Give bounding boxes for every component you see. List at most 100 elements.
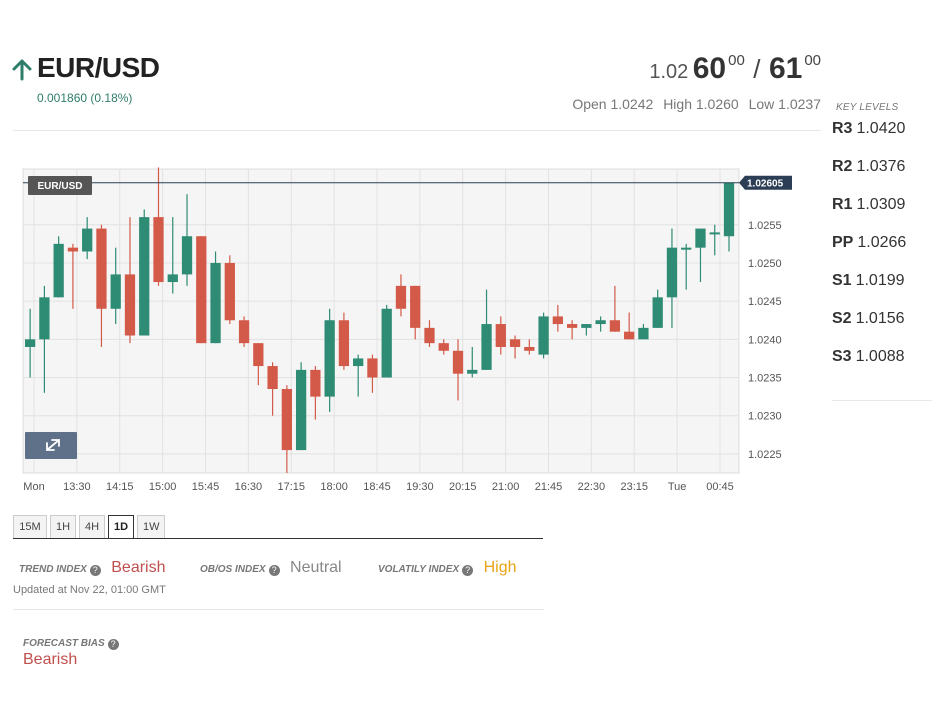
x-tick-label: 17:15 — [277, 481, 305, 493]
tab-1d[interactable]: 1D — [108, 515, 134, 539]
candle-body — [638, 327, 649, 340]
candle — [153, 167, 164, 286]
candle — [552, 304, 563, 332]
x-tick-label: Tue — [668, 481, 687, 493]
candle — [267, 362, 278, 416]
y-tick-label: 1.0250 — [748, 258, 782, 270]
high-value: High 1.0260 — [663, 96, 739, 112]
volatility-index-label: VOLATILY INDEX — [378, 564, 460, 575]
tab-15m[interactable]: 15M — [13, 515, 47, 539]
index-divider — [13, 609, 544, 610]
x-tick-label: 16:30 — [235, 481, 263, 493]
candle — [324, 308, 335, 412]
candle — [538, 312, 549, 359]
help-icon[interactable]: ? — [107, 639, 119, 650]
candle — [723, 182, 735, 252]
key-level-value: 1.0376 — [856, 158, 906, 175]
candle — [39, 285, 50, 393]
candle-body — [524, 346, 535, 351]
x-tick-label: 00:45 — [706, 481, 734, 493]
candles-layer — [24, 167, 735, 473]
price-change: 0.001860 (0.18%) — [37, 91, 133, 105]
candle-body — [609, 320, 621, 332]
key-level-value: 1.0266 — [857, 234, 907, 251]
candle — [367, 354, 378, 393]
ask-pips: 61 — [768, 52, 803, 85]
candle-body — [96, 228, 107, 309]
key-level-value: 1.0420 — [856, 120, 906, 137]
y-tick-label: 1.0240 — [748, 334, 782, 346]
tab-4h[interactable]: 4H — [79, 515, 105, 539]
candle — [452, 339, 464, 401]
x-tick-label: 21:00 — [492, 481, 520, 493]
key-level-name: R3 — [832, 120, 853, 137]
obos-index-value: Neutral — [290, 559, 342, 576]
candle — [110, 247, 121, 325]
candle — [509, 335, 521, 359]
candle-body — [167, 274, 178, 283]
help-icon[interactable]: ? — [268, 565, 280, 576]
key-level-value: 1.0309 — [856, 196, 906, 213]
last-price-label: 1.02605 — [747, 179, 784, 190]
x-tick-label: 23:15 — [620, 481, 648, 493]
key-level-value: 1.0156 — [855, 310, 905, 327]
x-tick-label: 18:45 — [363, 481, 391, 493]
key-level-name: PP — [832, 234, 854, 251]
candle — [524, 339, 535, 355]
candle-body — [39, 297, 50, 340]
candle-body — [381, 308, 392, 378]
candle-body — [681, 247, 692, 250]
key-level-name: S3 — [832, 348, 852, 365]
candle-body — [196, 236, 207, 344]
candle-body — [410, 285, 421, 328]
tab-1w[interactable]: 1W — [137, 515, 165, 539]
candle-body — [467, 369, 478, 374]
candle — [281, 385, 292, 473]
key-level-name: R1 — [832, 196, 853, 213]
candle — [424, 320, 435, 347]
last-price-tag: 1.02605 — [739, 175, 792, 190]
candle — [581, 324, 592, 336]
candle — [196, 236, 207, 344]
tab-1h[interactable]: 1H — [50, 515, 76, 539]
help-icon[interactable]: ? — [89, 565, 101, 576]
candle — [438, 339, 449, 355]
volatility-index-value: High — [483, 559, 517, 576]
obos-index: OB/OS INDEX? Neutral — [200, 559, 342, 577]
expand-icon — [46, 439, 60, 451]
key-level-name: S2 — [832, 310, 852, 327]
key-level-s2: S2 1.0156 — [832, 310, 905, 328]
axis-layer: 1.0225 1.0230 1.0235 1.0240 1.0245 1.0250 1.02… — [23, 220, 781, 493]
x-tick-label: 21:45 — [535, 481, 563, 493]
forecast-bias-value: Bearish — [23, 651, 78, 668]
candle — [495, 316, 506, 355]
candle-body — [139, 217, 150, 336]
candle-body — [424, 327, 435, 344]
y-tick-label: 1.0225 — [748, 449, 782, 461]
help-icon[interactable]: ? — [462, 565, 474, 576]
candle-body — [238, 320, 250, 344]
candle-body — [395, 285, 407, 309]
candle-body — [666, 247, 678, 298]
candle-body — [253, 343, 264, 367]
expand-button[interactable] — [25, 432, 77, 459]
candle-body — [353, 358, 364, 367]
key-levels-divider — [832, 400, 932, 401]
symbol-tag-label: EUR/USD — [37, 181, 82, 192]
candle-body — [224, 262, 235, 321]
candle — [210, 251, 221, 344]
candle-body — [124, 274, 136, 336]
candle — [310, 366, 321, 420]
arrow-up-icon — [12, 59, 32, 81]
candle — [253, 343, 264, 386]
candle-body — [438, 343, 449, 351]
forecast-bias: FORECAST BIAS? — [23, 633, 119, 651]
candle — [609, 285, 621, 332]
key-level-value: 1.0088 — [855, 348, 905, 365]
timeframe-tabs: 15M 1H 4H 1D 1W — [13, 515, 165, 539]
candle-body — [310, 369, 321, 397]
candlestick-chart[interactable]: 1.0225 1.0230 1.0235 1.0240 1.0245 1.0250 1.02… — [0, 160, 800, 500]
candle-body — [709, 232, 720, 235]
candle-body — [181, 236, 193, 275]
candle-body — [281, 388, 292, 451]
